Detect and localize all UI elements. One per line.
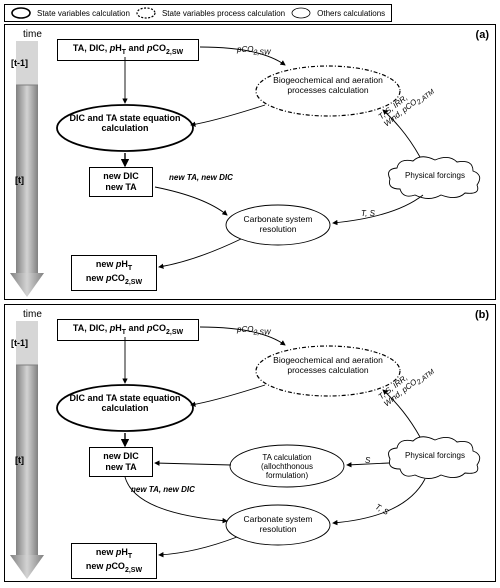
panel-b: (b) time [t-1] [t] TA, DIC, pHT and pCO2…: [4, 304, 496, 582]
legend-label-1: State variables calculation: [37, 9, 130, 18]
t-cur-b: [t]: [15, 455, 24, 465]
time-label-b: time: [23, 309, 42, 320]
legend-label-3: Others calculations: [317, 9, 385, 18]
new-ph-a: new pHTnew pCO2,SW: [71, 255, 157, 291]
biogeo-text-a: Biogeochemical and aeration processes ca…: [267, 75, 389, 95]
s-b: S: [365, 456, 370, 465]
new-dic-ta-b: new DICnew TA: [89, 447, 153, 477]
new-ta-dic-b: new TA, new DIC: [131, 485, 195, 494]
carbonate-text-b: Carbonate system resolution: [237, 514, 319, 534]
legend-thin-ellipse-icon: [291, 7, 311, 19]
panel-b-letter: (b): [475, 309, 489, 321]
ta-calc-text-b: TA calculation (allochthonous formulatio…: [239, 453, 335, 480]
t-prev-a: [t-1]: [11, 58, 28, 68]
legend-dashed-ellipse-icon: [136, 7, 156, 19]
new-ph-b: new pHTnew pCO2,SW: [71, 543, 157, 579]
pco2-label-a: pCO2,SW: [237, 45, 271, 57]
t-cur-a: [t]: [15, 175, 24, 185]
pco2-label-b: pCO2,SW: [237, 325, 271, 337]
inputs-box-b: TA, DIC, pHT and pCO2,SW: [57, 319, 199, 341]
t-prev-b: [t-1]: [11, 338, 28, 348]
new-ta-dic-a: new TA, new DIC: [169, 173, 233, 182]
ts-a: T, S: [361, 209, 375, 218]
state-eq-text-a: DIC and TA state equation calculation: [67, 113, 183, 133]
biogeo-text-b: Biogeochemical and aeration processes ca…: [267, 355, 389, 375]
panel-a: (a) time [t-1] [t] TA, DIC, pHT and pCO2…: [4, 24, 496, 300]
time-label-a: time: [23, 29, 42, 40]
carbonate-text-a: Carbonate system resolution: [237, 214, 319, 234]
panel-a-letter: (a): [476, 29, 489, 41]
ts-b: T, S: [374, 502, 391, 517]
physical-text-a: Physical forcings: [397, 171, 473, 180]
legend-bold-ellipse-icon: [11, 7, 31, 19]
legend: State variables calculation State variab…: [4, 4, 392, 22]
state-eq-text-b: DIC and TA state equation calculation: [67, 393, 183, 413]
legend-label-2: State variables process calculation: [162, 9, 285, 18]
new-dic-ta-a: new DICnew TA: [89, 167, 153, 197]
inputs-box-a: TA, DIC, pHT and pCO2,SW: [57, 39, 199, 61]
physical-text-b: Physical forcings: [397, 451, 473, 460]
